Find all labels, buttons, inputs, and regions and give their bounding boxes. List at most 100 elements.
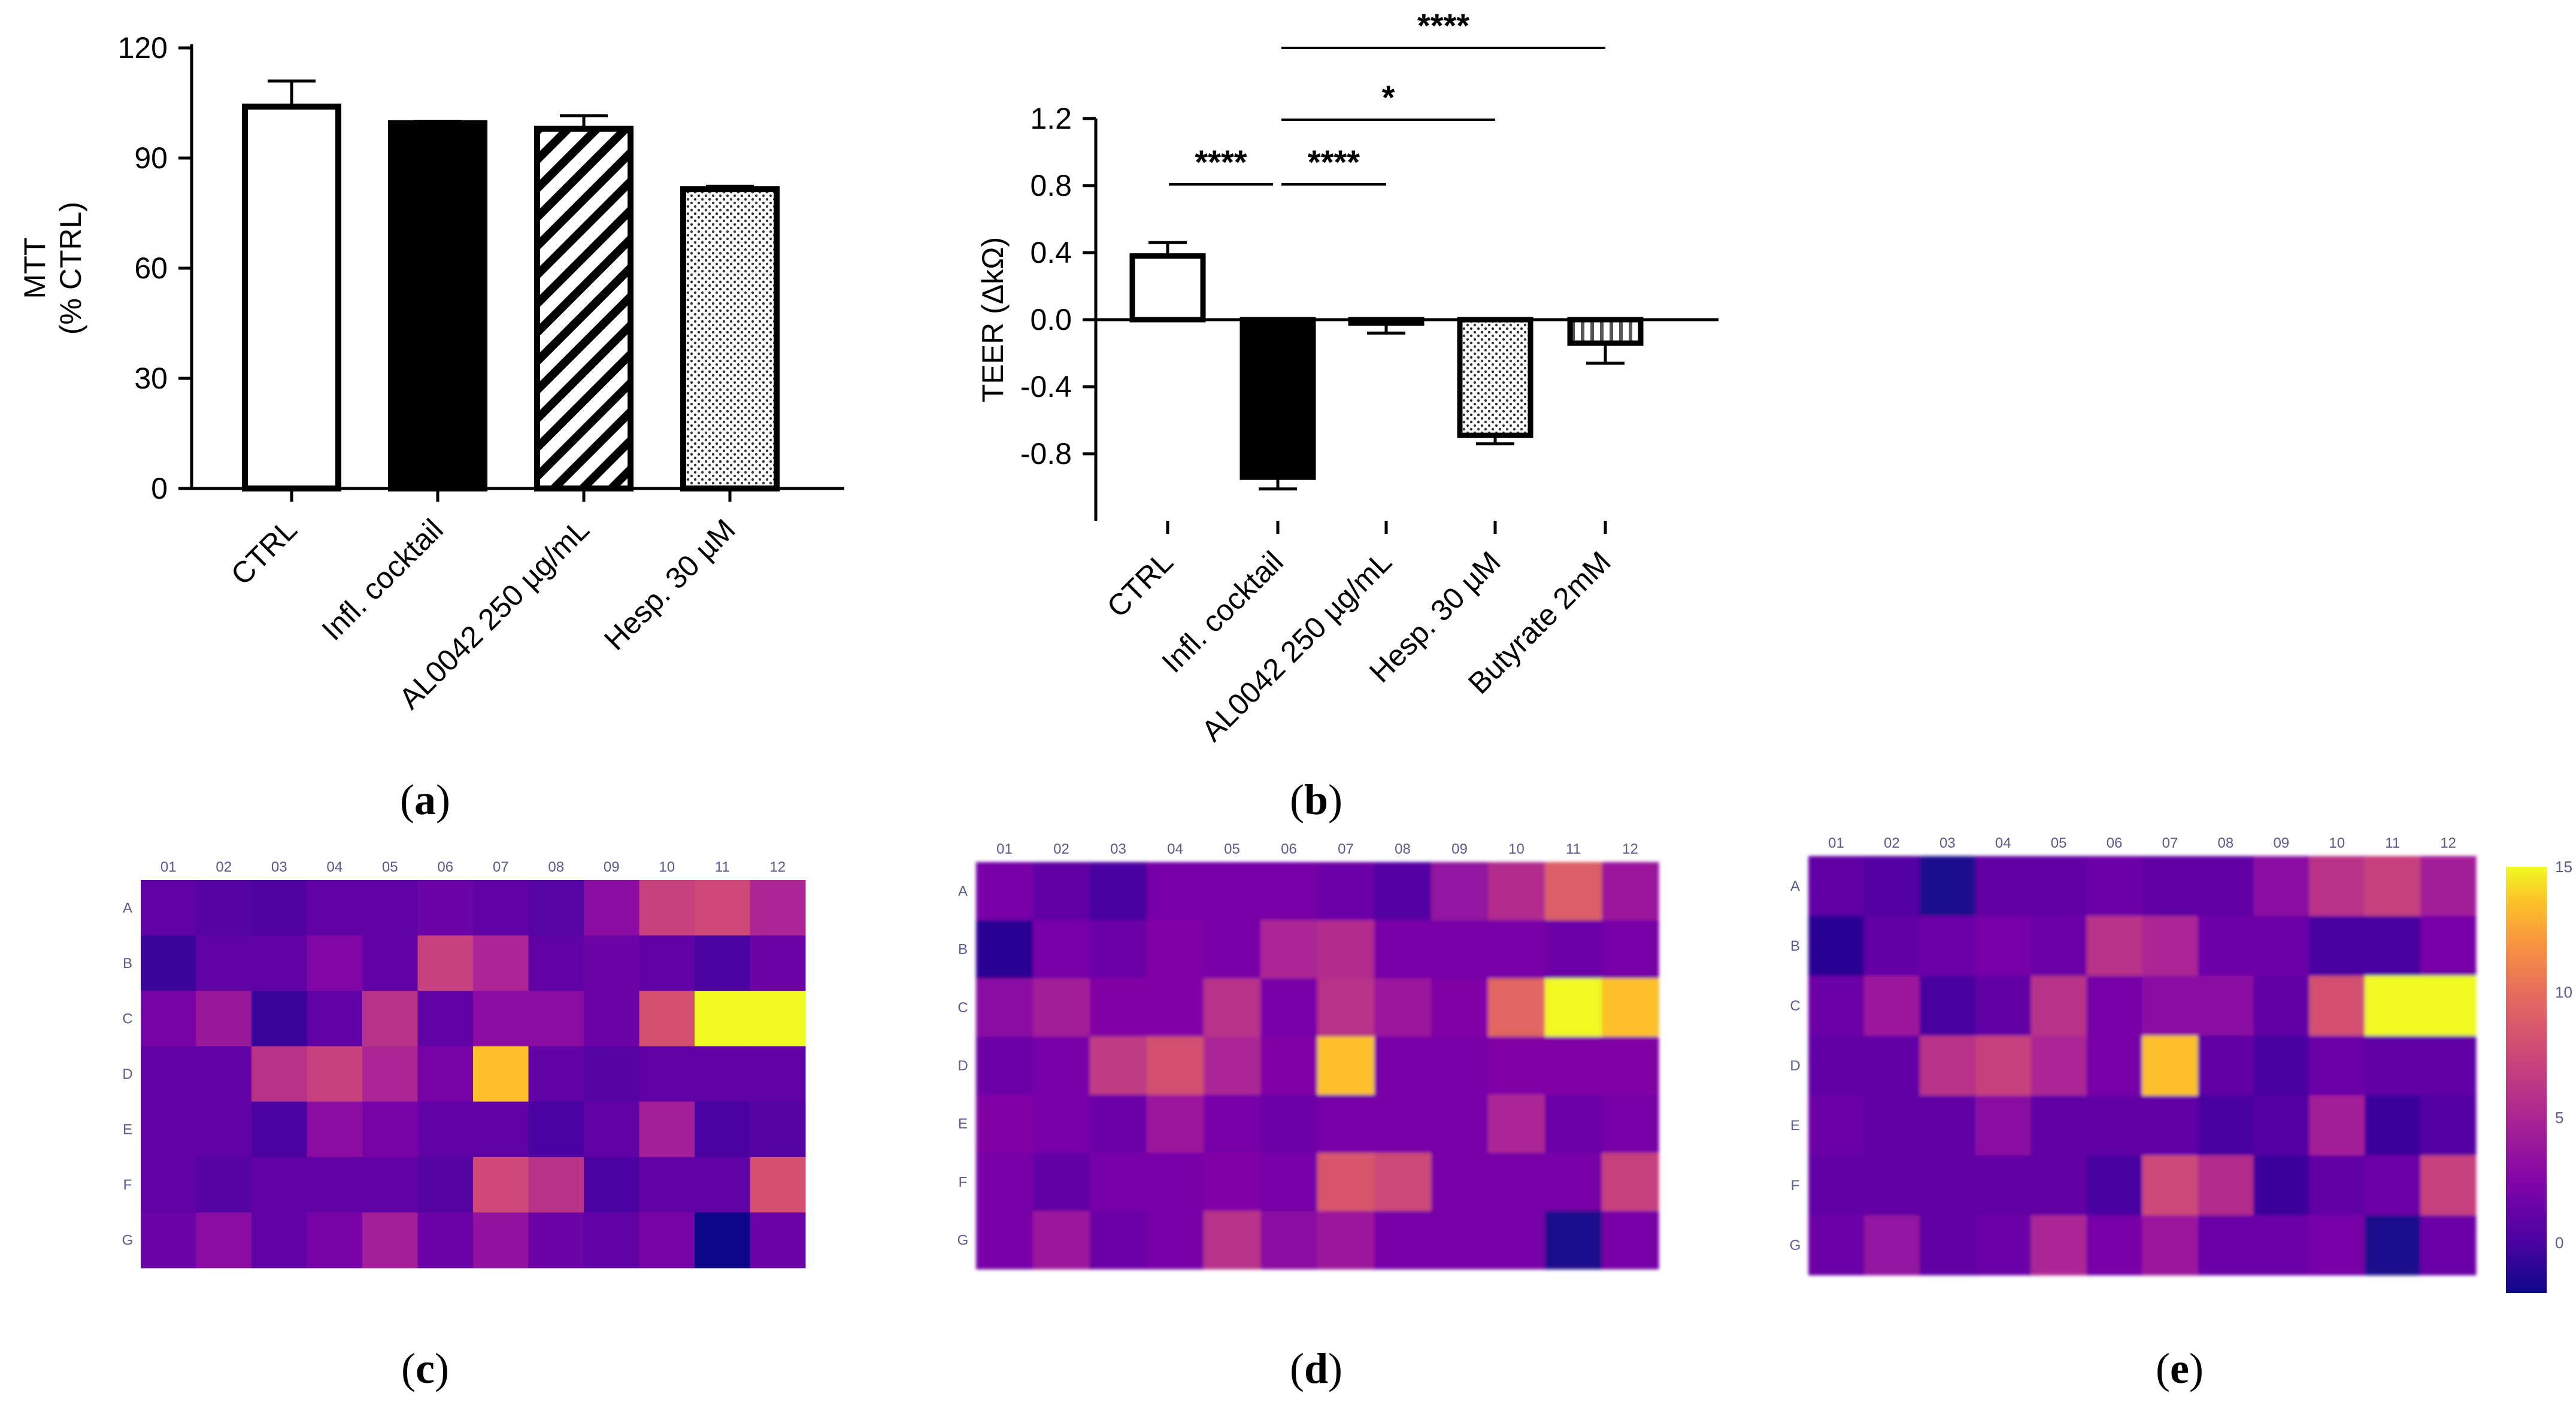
- heatmap-cell: [307, 935, 363, 991]
- heatmap-cell: [976, 862, 1034, 921]
- heatmap-cell: [1975, 976, 2032, 1036]
- heatmap-cell: [584, 1157, 640, 1213]
- heatmap-cell: [2031, 1155, 2087, 1216]
- column-label: 06: [437, 859, 453, 875]
- y-tick-label: 0.8: [1030, 169, 1072, 202]
- x-tick-label: CTRL: [1101, 545, 1180, 624]
- heatmap-cell: [1090, 1036, 1147, 1095]
- column-label: 09: [2273, 835, 2289, 851]
- heatmap-cell: [528, 1212, 584, 1269]
- heatmap-cell: [2086, 1155, 2142, 1216]
- heatmap-cell: [196, 991, 252, 1047]
- paren-open: (: [400, 776, 414, 824]
- heatmap-cells: [141, 880, 806, 1269]
- x-tick-label: Hesp. 30 µM: [598, 512, 742, 657]
- heatmap-cell: [584, 880, 640, 936]
- heatmap-cell: [473, 1212, 529, 1269]
- heatmap-cell: [1033, 862, 1090, 921]
- y-tick-label: 0: [151, 472, 168, 505]
- heatmap-cell: [2198, 1155, 2254, 1216]
- row-label: D: [122, 1066, 132, 1082]
- heatmap-cell: [2031, 1215, 2087, 1276]
- heatmap-cell: [1808, 1036, 1865, 1096]
- column-label: 01: [160, 859, 177, 875]
- heatmap-cell: [1602, 920, 1659, 979]
- heatmap-cell: [750, 991, 806, 1047]
- paren-close: ): [1328, 1345, 1342, 1392]
- heatmap-cell: [639, 1157, 695, 1213]
- heatmap-cell: [2031, 976, 2087, 1036]
- heatmap-cell: [1863, 1155, 1920, 1216]
- column-label: 05: [2051, 835, 2067, 851]
- heatmap-cell: [639, 935, 695, 991]
- heatmap-cell: [196, 1046, 252, 1102]
- heatmap-cell: [251, 1046, 307, 1102]
- heatmap-cell: [2309, 1155, 2365, 1216]
- heatmap-cell: [417, 1157, 474, 1213]
- heatmap-cell: [1033, 1094, 1090, 1154]
- heatmap-cell: [976, 920, 1034, 979]
- heatmap-cell: [2365, 856, 2421, 917]
- heatmap-cell: [1317, 920, 1375, 979]
- heatmap-cell: [2086, 1215, 2142, 1276]
- column-label: 11: [2385, 835, 2400, 851]
- heatmap-cell: [1919, 1215, 1976, 1276]
- y-axis-label-line2: (% CTRL): [54, 202, 87, 335]
- heatmap-cell: [196, 1212, 252, 1269]
- column-label: 12: [2440, 835, 2456, 851]
- heatmap-cell: [2309, 976, 2365, 1036]
- heatmap-cell: [1374, 1210, 1432, 1270]
- heatmap-cell: [2309, 1095, 2365, 1156]
- heatmap-cell: [1808, 976, 1865, 1036]
- column-label: 07: [1338, 841, 1354, 857]
- panel-label-e: (e): [2156, 1345, 2204, 1392]
- significance-label: ****: [1195, 143, 1247, 181]
- heatmap-cell: [1545, 862, 1602, 921]
- heatmap-cell: [307, 1157, 363, 1213]
- heatmap-cell: [196, 1157, 252, 1213]
- heatmap-cell: [1147, 978, 1204, 1037]
- panel-letter: a: [414, 776, 436, 824]
- heatmap-cell: [307, 1046, 363, 1102]
- heatmap-cell: [2253, 916, 2310, 976]
- row-label: C: [1790, 998, 1800, 1014]
- heatmap-cell: [2086, 856, 2142, 917]
- row-label: F: [123, 1177, 132, 1193]
- heatmap-cell: [1260, 1152, 1318, 1212]
- bar: [680, 186, 780, 491]
- heatmap-cell: [584, 1046, 640, 1102]
- column-label: 01: [1828, 835, 1844, 851]
- heatmap-cell: [695, 935, 750, 991]
- heatmap-cell: [695, 1101, 750, 1158]
- heatmap-cell: [196, 1101, 252, 1158]
- column-label: 10: [2329, 835, 2345, 851]
- y-tick-label: 0.0: [1030, 303, 1072, 336]
- heatmap-cell: [1919, 976, 1976, 1036]
- heatmap-cell: [1545, 1210, 1602, 1270]
- heatmap-cell: [1147, 1210, 1204, 1270]
- row-label: C: [957, 1000, 968, 1016]
- heatmap-cell: [2086, 1036, 2142, 1096]
- heatmap-cell: [141, 991, 196, 1047]
- panel-label-b: (b): [1290, 776, 1342, 824]
- heatmap-cell: [1431, 862, 1489, 921]
- heatmap-cell: [1488, 1094, 1545, 1154]
- heatmap-cell: [1374, 978, 1432, 1037]
- panel-letter: c: [416, 1345, 435, 1392]
- y-tick-label: -0.4: [1020, 370, 1072, 403]
- panel-c-heatmap: 01 02 03 04 05 06 07 08 09 10 11 12 A B C D E F G (c): [122, 859, 806, 1392]
- heatmap-cell: [1260, 862, 1318, 921]
- y-axis-label: MTT(% CTRL): [18, 202, 87, 335]
- paren-open: (: [2156, 1345, 2170, 1392]
- heatmap-cell: [584, 1212, 640, 1269]
- column-label: 10: [1508, 841, 1525, 857]
- paren-open: (: [1290, 776, 1304, 824]
- heatmap-cell: [2198, 1095, 2254, 1156]
- heatmap-cell: [1545, 1036, 1602, 1095]
- heatmap-cell: [1260, 1210, 1318, 1270]
- y-axis-label-line1: MTT: [18, 238, 51, 299]
- bar: [1348, 317, 1425, 326]
- heatmap-cell: [2086, 916, 2142, 976]
- heatmap-cell: [362, 991, 418, 1047]
